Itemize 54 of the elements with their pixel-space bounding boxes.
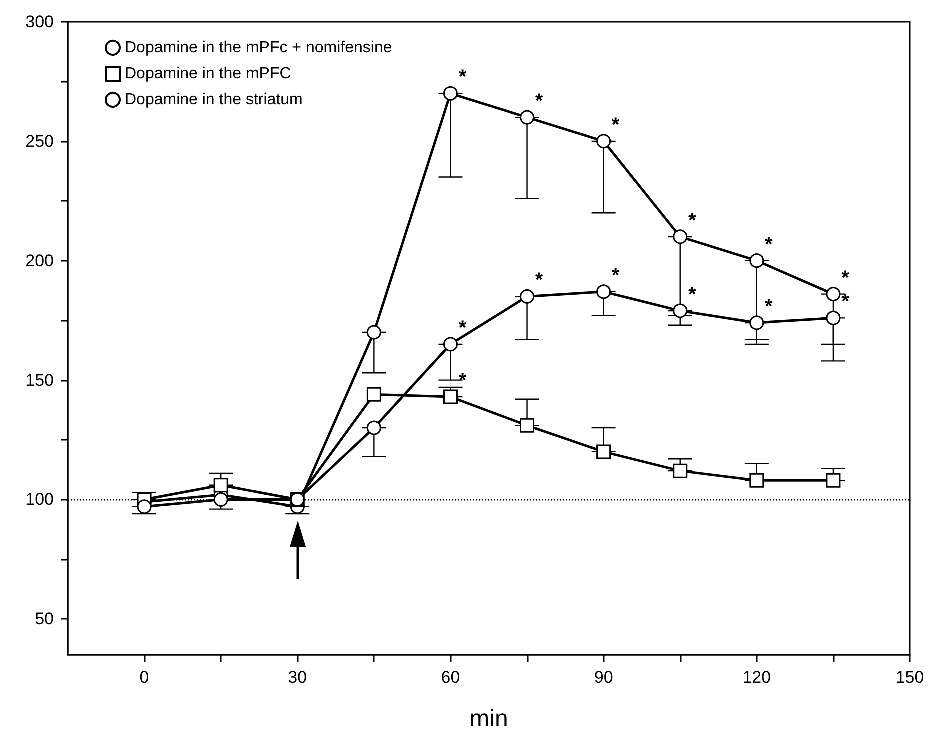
x-tick-label: 0 — [140, 668, 150, 687]
point — [214, 478, 228, 493]
point — [826, 473, 841, 488]
point — [596, 134, 612, 149]
annotation: * — [688, 284, 696, 306]
annotation: * — [765, 234, 774, 256]
x-tick-label: 150 — [896, 668, 924, 687]
x-tick-label: 90 — [594, 668, 614, 687]
legend-label: Dopamine in the striatum — [125, 92, 303, 108]
annotation: * — [458, 66, 467, 89]
annotation: * — [612, 114, 620, 136]
point — [750, 316, 764, 330]
y-tick-label: 50 — [35, 610, 54, 629]
point — [520, 110, 535, 125]
point — [826, 287, 841, 302]
point — [443, 337, 458, 352]
legend-label: Dopamine in the mPFC — [125, 66, 292, 82]
point — [366, 420, 382, 436]
annotation: * — [842, 291, 850, 314]
x-tick-label: 120 — [742, 668, 772, 687]
y-tick-label: 200 — [26, 251, 54, 270]
point — [214, 492, 228, 507]
annotation: * — [842, 267, 850, 290]
point — [366, 387, 382, 402]
point — [596, 284, 612, 300]
x-axis-title: min — [470, 706, 508, 732]
point — [750, 473, 764, 488]
point — [520, 289, 535, 304]
point — [673, 304, 688, 318]
point — [826, 310, 841, 326]
point — [750, 254, 764, 268]
annotation: * — [535, 90, 544, 113]
point — [443, 390, 458, 404]
annotation: * — [612, 264, 620, 287]
y-tick-label: 150 — [26, 370, 54, 390]
annotation: * — [458, 317, 467, 340]
annotation: * — [688, 210, 696, 232]
x-tick-label: 30 — [288, 668, 308, 687]
y-tick-label: 300 — [26, 12, 54, 32]
x-tick-label: 60 — [441, 668, 460, 687]
point — [673, 464, 688, 478]
annotation: * — [458, 370, 467, 392]
point — [366, 325, 382, 340]
annotation: * — [535, 270, 544, 292]
legend-label: Dopamine in the mPFc + nomifensine — [125, 40, 392, 56]
point — [673, 230, 688, 244]
y-tick-label: 250 — [26, 132, 54, 151]
y-tick-label: 100 — [26, 490, 54, 510]
point — [290, 492, 305, 507]
point — [520, 418, 535, 433]
point — [137, 500, 152, 514]
point — [443, 86, 458, 101]
annotation: * — [765, 296, 774, 318]
point — [596, 444, 612, 460]
